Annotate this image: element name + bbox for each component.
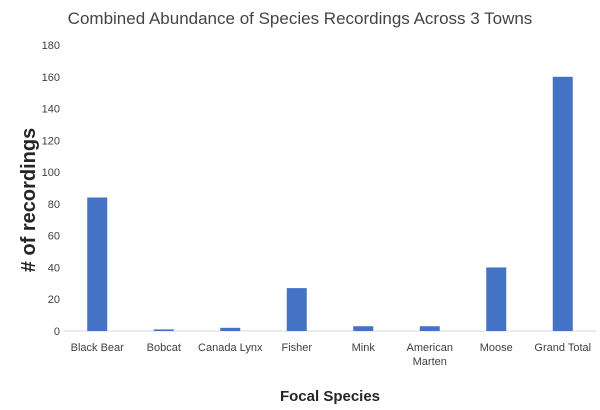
- x-tick-label: Fisher: [281, 342, 312, 354]
- y-tick-label: 180: [42, 40, 60, 52]
- y-axis-ticks: 0 20 40 60 80 100 120 140 160 180: [42, 40, 60, 338]
- y-tick-label: 80: [48, 199, 60, 211]
- x-axis-ticks: Black Bear Bobcat Canada Lynx Fisher Mink Ame…: [71, 342, 591, 368]
- x-tick-label: Black Bear: [71, 342, 125, 354]
- bar: [552, 76, 573, 332]
- y-tick-label: 120: [42, 135, 60, 147]
- y-tick-label: 140: [42, 104, 60, 116]
- bar: [353, 326, 374, 331]
- y-tick-label: 40: [48, 262, 60, 274]
- y-tick-label: 160: [42, 72, 60, 84]
- chart-title: Combined Abundance of Species Recordings…: [68, 9, 533, 28]
- bar: [153, 329, 174, 331]
- y-tick-label: 60: [48, 231, 60, 243]
- x-tick-label: Mink: [352, 342, 376, 354]
- y-tick-label: 100: [42, 167, 60, 179]
- y-tick-label: 0: [54, 326, 60, 338]
- bar: [486, 267, 507, 331]
- y-tick-label: 20: [48, 294, 60, 306]
- x-axis-title: Focal Species: [280, 388, 380, 405]
- x-tick-label: Bobcat: [147, 342, 181, 354]
- x-tick-label: Canada Lynx: [198, 342, 263, 354]
- x-tick-label: American Marten: [407, 342, 453, 368]
- bar: [220, 327, 241, 331]
- bar: [419, 326, 440, 331]
- x-tick-label: Moose: [480, 342, 513, 354]
- bar: [87, 197, 108, 331]
- bars: [87, 76, 573, 332]
- x-tick-label: Grand Total: [534, 342, 591, 354]
- y-axis-title: # of recordings: [18, 128, 40, 272]
- bar: [286, 288, 307, 331]
